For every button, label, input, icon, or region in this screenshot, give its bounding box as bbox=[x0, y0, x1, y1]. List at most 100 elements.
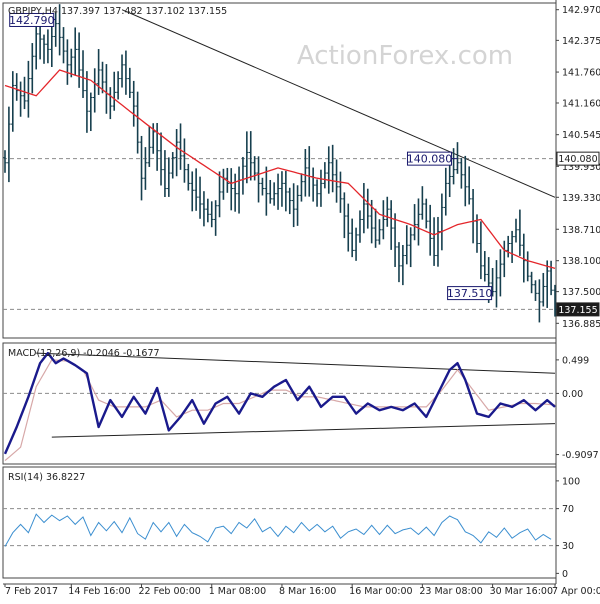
macd-label: MACD(12,26,9) -0.2046 -0.1677 bbox=[8, 348, 160, 359]
price-bar bbox=[155, 122, 159, 171]
price-bar bbox=[194, 168, 198, 211]
price-bar bbox=[346, 203, 351, 252]
price-tick-label: 139.330 bbox=[562, 193, 600, 204]
rsi-line bbox=[4, 513, 552, 547]
price-bar bbox=[65, 39, 70, 85]
price-bar bbox=[401, 245, 405, 286]
price-bar bbox=[358, 210, 362, 243]
price-bar bbox=[471, 188, 475, 244]
price-bar bbox=[541, 272, 546, 307]
price-annotation-label: 142.790 bbox=[9, 14, 55, 27]
price-bar bbox=[174, 129, 179, 177]
price-bar bbox=[443, 167, 448, 216]
price-bar bbox=[272, 182, 276, 206]
rsi-tick-label: 0 bbox=[562, 569, 568, 580]
price-bar bbox=[436, 216, 440, 267]
price-bar bbox=[549, 260, 553, 296]
price-bar bbox=[291, 183, 296, 228]
price-annotation: 140.080 bbox=[407, 151, 458, 166]
price-bar bbox=[373, 208, 378, 248]
price-bar bbox=[217, 171, 222, 218]
price-bar bbox=[260, 177, 265, 196]
price-bar bbox=[182, 138, 187, 183]
price-bar bbox=[264, 166, 269, 216]
price-tick-label: 138.710 bbox=[562, 225, 600, 236]
price-bar bbox=[389, 200, 393, 250]
price-bar bbox=[248, 131, 253, 181]
price-bar bbox=[85, 71, 89, 133]
price-bar bbox=[209, 201, 214, 228]
price-bar bbox=[167, 157, 171, 197]
price-bar bbox=[124, 50, 128, 95]
price-level-tag-label: 137.155 bbox=[558, 305, 597, 316]
price-bar bbox=[241, 156, 245, 195]
price-bar bbox=[3, 150, 7, 173]
price-bar bbox=[237, 166, 241, 214]
price-level-tag: 137.155 bbox=[556, 302, 600, 317]
price-bar bbox=[404, 225, 409, 265]
price-bar bbox=[186, 163, 191, 191]
price-bar bbox=[206, 198, 210, 223]
x-tick-label: 16 Mar 00:00 bbox=[349, 586, 412, 597]
x-tick-label: 1 Mar 08:00 bbox=[209, 586, 266, 597]
rsi-tick-label: 100 bbox=[562, 476, 580, 487]
price-bar bbox=[229, 168, 234, 211]
price-bar bbox=[151, 123, 156, 154]
price-bar bbox=[128, 67, 132, 98]
macd-tick-label: 0.00 bbox=[562, 389, 583, 400]
price-bar bbox=[30, 43, 35, 94]
price-bar bbox=[116, 71, 120, 100]
price-bar bbox=[362, 183, 366, 234]
x-tick-label: 22 Feb 00:00 bbox=[139, 586, 201, 597]
price-bar bbox=[139, 135, 144, 201]
price-bar bbox=[323, 162, 327, 189]
price-bar bbox=[326, 146, 331, 194]
rsi-panel-frame bbox=[2, 466, 557, 579]
price-bar bbox=[342, 192, 347, 239]
price-bar bbox=[529, 271, 534, 294]
price-level-tag: 140.080 bbox=[556, 151, 600, 166]
price-bar bbox=[73, 27, 78, 76]
price-bar bbox=[506, 235, 510, 258]
price-bar bbox=[143, 147, 148, 190]
price-tick-label: 139.930 bbox=[562, 162, 600, 173]
price-bar bbox=[276, 173, 280, 210]
price-bar bbox=[14, 73, 19, 101]
price-bar bbox=[69, 48, 74, 78]
macd-tick-label: -0.9097 bbox=[562, 450, 599, 461]
price-bar bbox=[280, 171, 284, 207]
price-bar bbox=[545, 260, 549, 308]
x-tick-label: 23 Mar 08:00 bbox=[419, 586, 482, 597]
x-tick-label: 7 Apr 00:00 bbox=[552, 586, 600, 597]
price-tick-label: 142.375 bbox=[562, 36, 600, 47]
rsi-tick-label: 70 bbox=[562, 504, 574, 515]
price-bar bbox=[385, 196, 390, 227]
price-bar bbox=[42, 34, 46, 64]
price-bar bbox=[420, 186, 425, 220]
price-bar bbox=[330, 144, 335, 193]
price-bar bbox=[221, 168, 226, 200]
price-bar bbox=[34, 20, 39, 70]
price-bar bbox=[307, 146, 312, 197]
price-bar bbox=[502, 240, 507, 278]
price-annotation-connector bbox=[53, 18, 56, 21]
price-bar bbox=[455, 142, 460, 174]
price-bar bbox=[295, 185, 300, 226]
price-bar bbox=[81, 50, 85, 98]
price-bar bbox=[377, 219, 382, 245]
price-bar bbox=[77, 32, 81, 88]
price-bar bbox=[416, 198, 421, 246]
price-bar bbox=[510, 230, 514, 263]
price-bar bbox=[397, 242, 401, 283]
price-bar bbox=[432, 217, 436, 266]
price-tick-label: 137.500 bbox=[562, 287, 600, 298]
price-bar bbox=[284, 170, 288, 212]
price-bar bbox=[112, 71, 117, 111]
price-tick-label: 136.885 bbox=[562, 319, 600, 330]
price-bar bbox=[100, 61, 105, 94]
price-bar bbox=[424, 198, 429, 229]
price-tick-label: 142.970 bbox=[562, 5, 600, 16]
price-trendline bbox=[121, 9, 556, 198]
